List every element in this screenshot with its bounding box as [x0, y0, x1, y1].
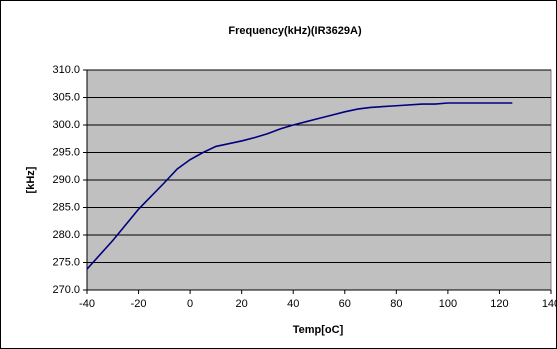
x-tick-label: 60 [339, 298, 351, 310]
y-tick-label: 310.0 [52, 64, 80, 76]
y-axis-label: [kHz] [25, 166, 37, 193]
x-tick-label: 120 [490, 298, 508, 310]
y-tick-label: 290.0 [52, 174, 80, 186]
y-tick-label: 285.0 [52, 201, 80, 213]
x-tick-label: 20 [236, 298, 248, 310]
x-tick-label: -40 [79, 298, 95, 310]
y-tick-label: 280.0 [52, 229, 80, 241]
y-tick-label: 305.0 [52, 91, 80, 103]
y-tick-label: 300.0 [52, 119, 80, 131]
chart-title: Frequency(kHz)(IR3629A) [228, 25, 362, 37]
x-tick-label: 80 [390, 298, 402, 310]
x-tick-label: -20 [131, 298, 147, 310]
x-tick-label: 40 [287, 298, 299, 310]
x-tick-label: 140 [542, 298, 557, 310]
x-tick-label: 100 [439, 298, 457, 310]
y-tick-label: 270.0 [52, 284, 80, 296]
x-axis-label: Temp[oC] [293, 324, 344, 336]
y-tick-label: 295.0 [52, 146, 80, 158]
y-tick-label: 275.0 [52, 256, 80, 268]
data-line [86, 102, 513, 270]
x-tick-label: 0 [187, 298, 193, 310]
